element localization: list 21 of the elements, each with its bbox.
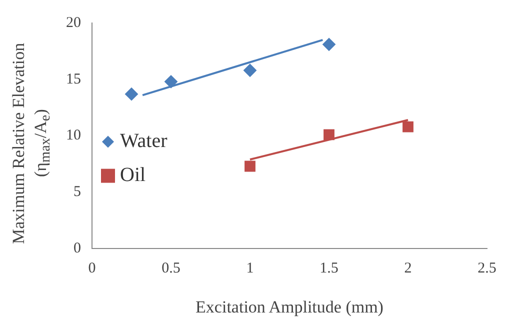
y-tick-label: 0: [74, 240, 81, 257]
x-tick-label: 0: [88, 260, 96, 277]
point: [322, 38, 336, 51]
y-tick-label: 20: [66, 14, 81, 31]
x-tick-label: 1: [246, 260, 254, 277]
point: [125, 88, 138, 101]
legend-label: Water: [120, 130, 168, 152]
point: [244, 160, 256, 172]
legend-label: Oil: [120, 164, 146, 186]
y-tick-label: 5: [74, 184, 81, 200]
point: [402, 121, 414, 132]
point: [324, 129, 334, 140]
y-tick-label: 15: [66, 71, 81, 88]
x-tick-label: 2.5: [478, 260, 496, 277]
y-tick-label: 10: [66, 128, 81, 144]
point: [244, 64, 256, 77]
x-tick-label: 0.5: [162, 260, 180, 277]
x-tick-label: 1.5: [320, 260, 338, 277]
x-tick-label: 2: [404, 260, 412, 277]
x-axis-title: Excitation Amplitude (mm): [196, 297, 384, 316]
point: [164, 75, 178, 88]
